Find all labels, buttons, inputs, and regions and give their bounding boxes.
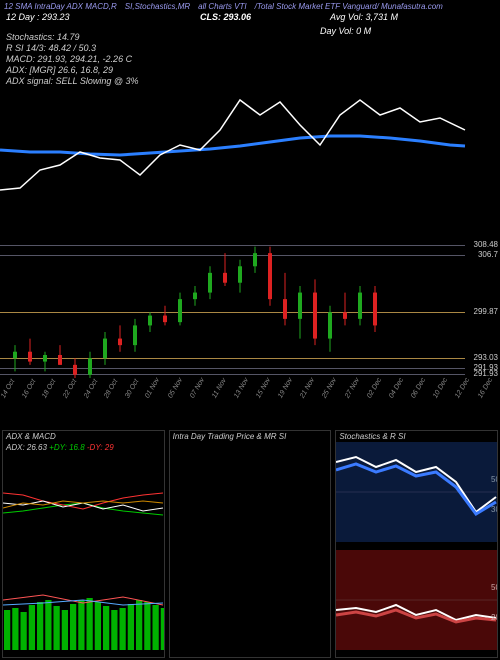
svg-text:50: 50 xyxy=(491,475,498,484)
macd-histogram-chart xyxy=(3,555,165,650)
header-seg: SI,Stochastics,MR xyxy=(125,2,190,11)
adx-macd-panel: ADX & MACD ADX: 26.63 +DY: 16.8 -DY: 29 xyxy=(2,430,165,658)
svg-text:50: 50 xyxy=(491,583,498,592)
rsi-chart: 50 20 xyxy=(336,550,498,650)
sma-12day: 12 Day : 293.23 xyxy=(6,12,70,22)
adx-lines-chart xyxy=(3,453,165,548)
panel-title: Stochastics & R SI xyxy=(336,431,497,442)
stochastics-rsi-panel: Stochastics & R SI 50 30 50 20 xyxy=(335,430,498,658)
intraday-panel: Intra Day Trading Price & MR SI xyxy=(169,430,332,658)
close-price: CLS: 293.06 xyxy=(200,12,251,22)
header-seg: /Total Stock Market ETF Vanguard/ Munafa… xyxy=(255,2,443,11)
main-price-chart xyxy=(0,60,500,380)
day-volume: Day Vol: 0 M xyxy=(320,26,371,36)
panel-title: Intra Day Trading Price & MR SI xyxy=(170,431,331,442)
header-seg: 12 SMA IntraDay ADX MACD,R xyxy=(4,2,117,11)
avg-volume: Avg Vol: 3,731 M xyxy=(330,12,398,22)
adx-subtitle: ADX: 26.63 +DY: 16.8 -DY: 29 xyxy=(3,442,164,453)
svg-text:30: 30 xyxy=(491,505,498,514)
svg-text:20: 20 xyxy=(491,613,498,622)
stochastics-chart: 50 30 xyxy=(336,442,498,542)
stochastics-value: Stochastics: 14.79 xyxy=(6,32,80,42)
date-axis: 14 Oct16 Oct18 Oct22 Oct24 Oct28 Oct30 O… xyxy=(0,382,465,412)
header-seg: all Charts VTI xyxy=(198,2,246,11)
panel-title: ADX & MACD xyxy=(3,431,164,442)
indicator-panels: ADX & MACD ADX: 26.63 +DY: 16.8 -DY: 29 … xyxy=(2,430,498,658)
rsi-value: R SI 14/3: 48.42 / 50.3 xyxy=(6,43,96,53)
